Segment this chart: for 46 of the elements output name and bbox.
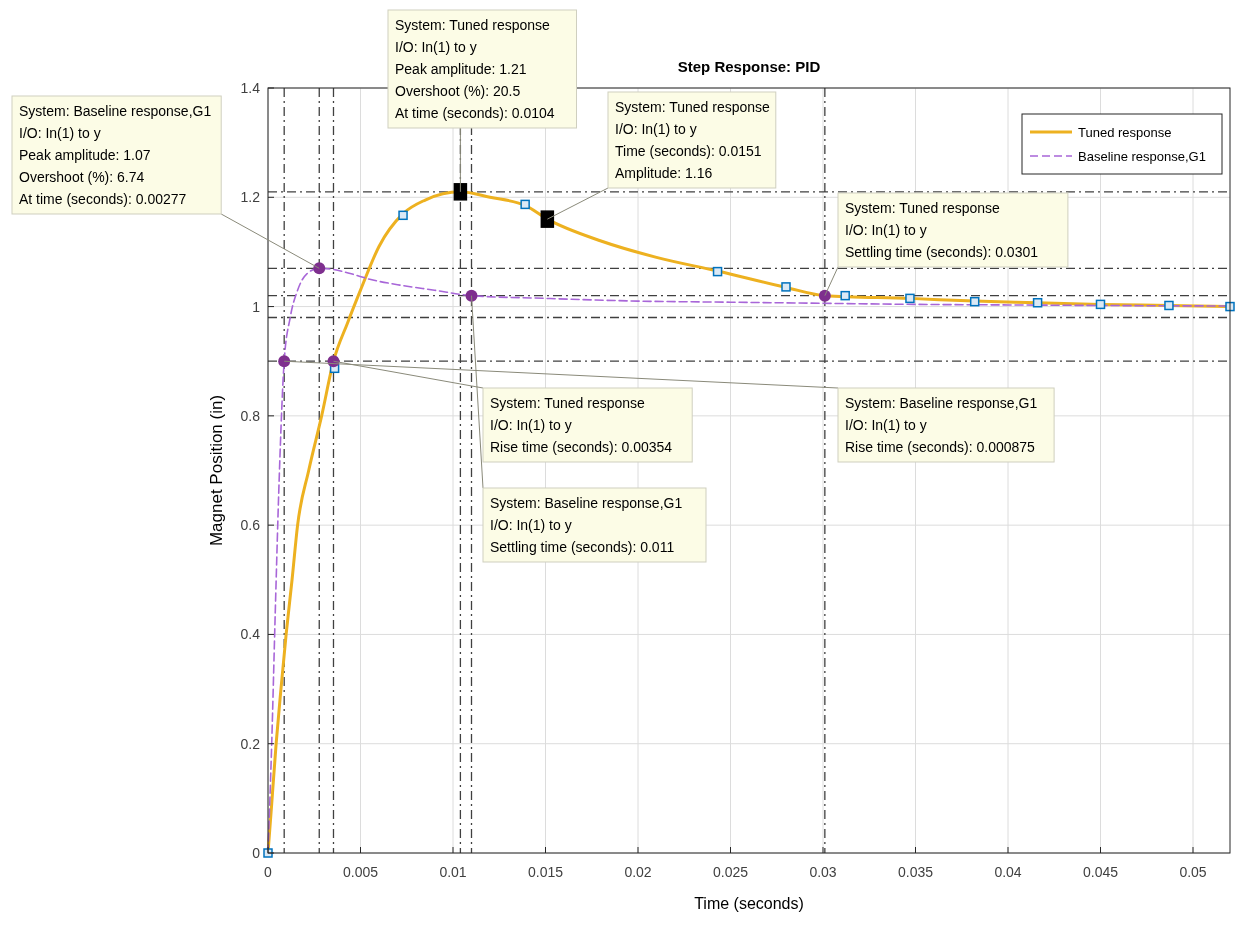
point bbox=[398, 210, 408, 221]
point bbox=[840, 290, 850, 301]
x-tick-label: 0 bbox=[264, 864, 273, 880]
x-tick-label: 0.04 bbox=[994, 864, 1022, 880]
point bbox=[520, 199, 530, 210]
point bbox=[313, 262, 326, 275]
point bbox=[263, 848, 273, 858]
annotation: System: Baseline response,G1 I/O: In(1) to y Peak amplitude: 1.07 Overshoot (%): 6.74 At time (seconds): 0.00277 bbox=[19, 103, 212, 207]
y-tick-label: 1.2 bbox=[240, 189, 261, 206]
point bbox=[540, 210, 555, 228]
legend-label: Baseline response,G1 bbox=[1078, 149, 1206, 164]
x-tick-label: 0.005 bbox=[342, 864, 379, 880]
x-tick-label: 0.05 bbox=[1179, 864, 1207, 880]
point bbox=[969, 296, 980, 307]
x-tick-label: 0.02 bbox=[624, 864, 652, 880]
legend-label: Tuned response bbox=[1078, 125, 1172, 140]
x-tick-label: 0.015 bbox=[527, 864, 564, 880]
x-tick-label: 0.045 bbox=[1082, 864, 1119, 880]
annotation: System: Tuned response I/O: In(1) to y Settling time (seconds): 0.0301 bbox=[845, 200, 1039, 260]
y-tick-label: 0 bbox=[252, 845, 261, 861]
annotation: System: Tuned response I/O: In(1) to y Rise time (seconds): 0.00354 bbox=[490, 395, 673, 455]
x-tick-label: 0.035 bbox=[897, 864, 934, 880]
y-tick-label: 0.2 bbox=[240, 735, 261, 752]
y-tick-label: 0.8 bbox=[240, 407, 261, 424]
point bbox=[1164, 300, 1174, 311]
y-axis-title: Magnet Position (in) bbox=[207, 394, 226, 547]
annotation: System: Tuned response I/O: In(1) to y Time (seconds): 0.0151 Amplitude: 1.16 bbox=[615, 99, 771, 181]
annotation: System: Tuned response I/O: In(1) to y Peak amplitude: 1.21 Overshoot (%): 20.5 At time (seconds): 0.0104 bbox=[395, 17, 555, 121]
point bbox=[278, 355, 291, 368]
y-tick-label: 1.4 bbox=[240, 80, 261, 96]
point bbox=[453, 183, 468, 201]
chart-title: Step Response: PID bbox=[677, 58, 821, 75]
annotation: System: Baseline response,G1 I/O: In(1) to y Rise time (seconds): 0.000875 bbox=[845, 395, 1038, 455]
point bbox=[781, 282, 791, 292]
x-axis-title: Time (seconds) bbox=[694, 895, 804, 912]
y-tick-label: 0.4 bbox=[240, 626, 261, 643]
annotation: System: Baseline response,G1 I/O: In(1) to y Settling time (seconds): 0.011 bbox=[490, 495, 683, 555]
y-tick-label: 1 bbox=[252, 298, 261, 315]
x-tick-label: 0.01 bbox=[439, 864, 467, 880]
point bbox=[1032, 298, 1043, 308]
x-tick-label: 0.03 bbox=[809, 864, 837, 880]
point bbox=[712, 266, 723, 277]
point bbox=[905, 293, 915, 304]
point bbox=[1095, 299, 1106, 310]
y-tick-label: 0.6 bbox=[240, 517, 261, 534]
x-tick-label: 0.025 bbox=[712, 864, 749, 880]
